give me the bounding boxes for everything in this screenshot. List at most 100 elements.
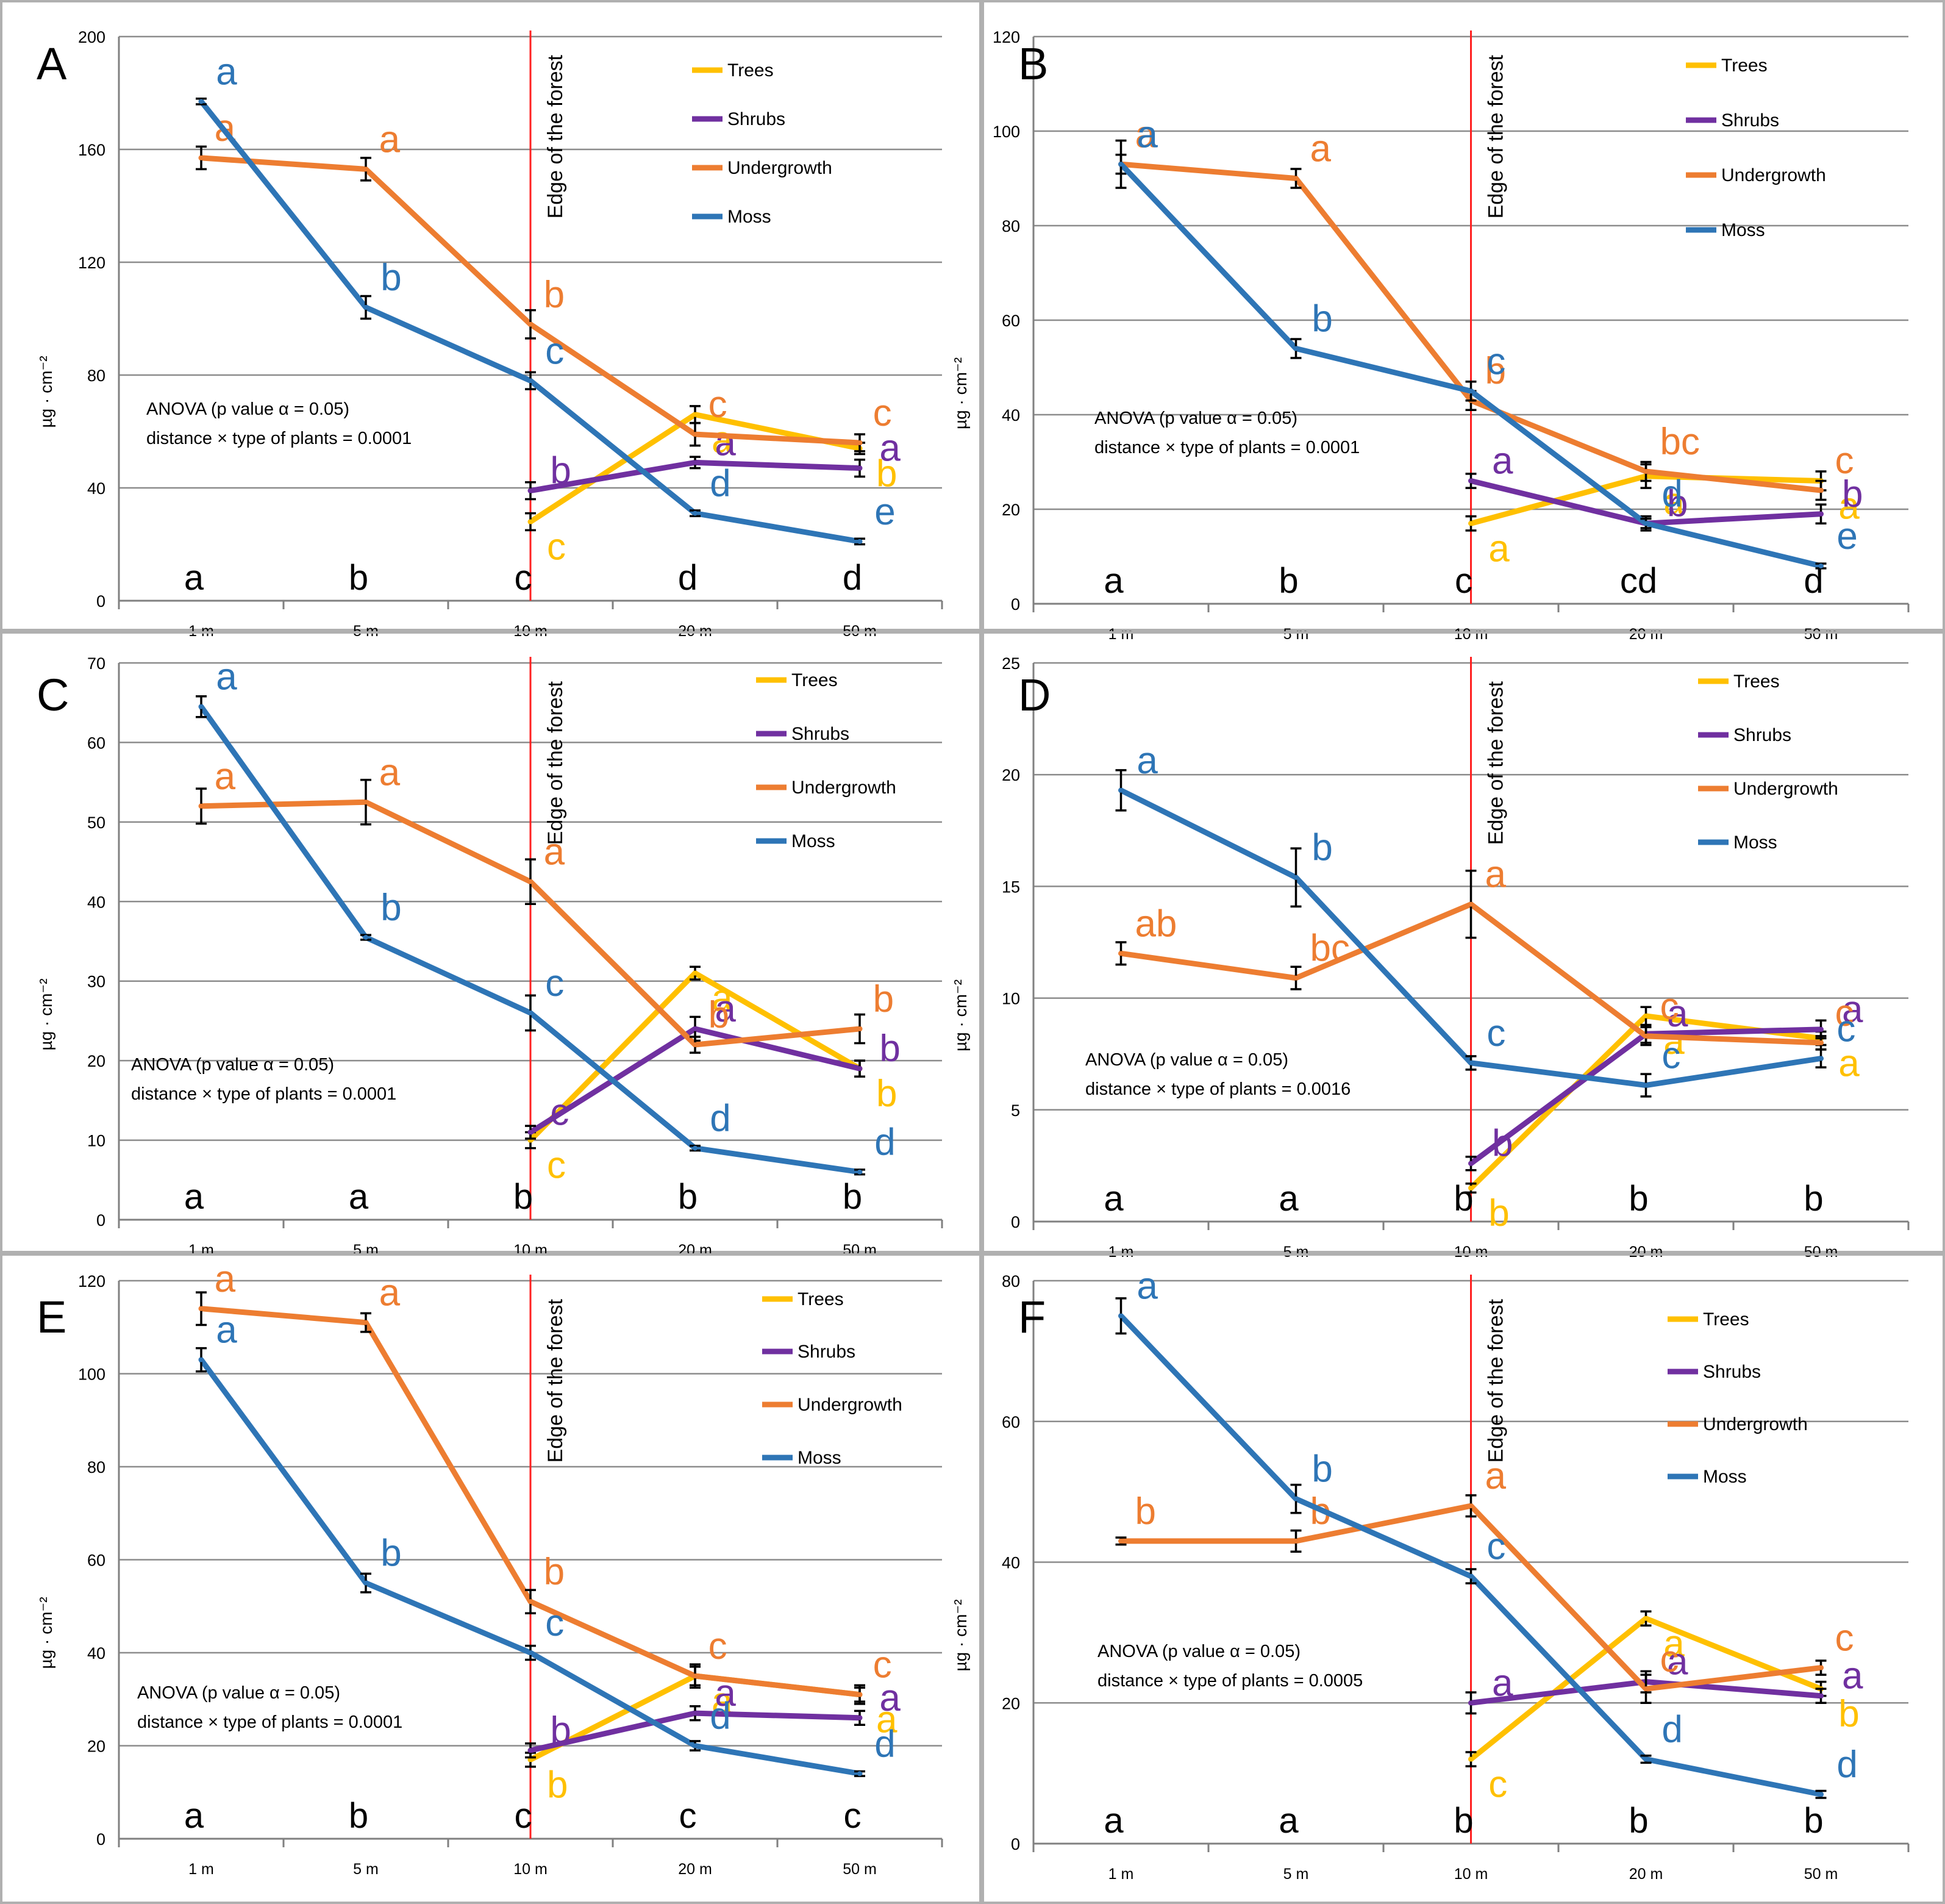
data-point-shrubs [1468,478,1474,484]
distance-letter: b [349,558,368,598]
data-point-trees [1643,1616,1649,1621]
significance-letter-trees: b [876,453,897,495]
significance-letter-trees: a [1663,481,1685,523]
significance-letter-moss: d [874,1122,895,1164]
data-point-undergrowth [693,1673,698,1679]
y-axis-label: µg · cm⁻² [951,1599,970,1671]
distance-letter: a [1104,1179,1124,1219]
significance-letter-moss: b [380,257,401,299]
anova-result: distance × type of plants = 0.0001 [137,1713,402,1732]
legend-label-undergrowth: Undergrowth [727,158,832,178]
data-point-undergrowth [857,1692,862,1697]
y-tick-label: 100 [993,123,1020,141]
distance-letter: d [843,558,862,598]
significance-letter-undergrowth: a [1135,113,1156,156]
data-point-undergrowth [1468,1503,1474,1509]
x-tick-label: 5 m [1283,1244,1309,1261]
data-point-moss [857,539,862,544]
significance-letter-undergrowth: bc [1310,928,1349,970]
data-point-moss [528,378,533,384]
anova-text: ANOVA (p value α = 0.05) [1085,1050,1288,1070]
legend-label-moss: Moss [1703,1467,1747,1487]
significance-letter-undergrowth: a [1310,128,1331,170]
significance-letter-trees: a [1838,485,1860,528]
legend-label-moss: Moss [791,831,835,851]
x-tick-label: 1 m [188,1242,214,1259]
forest-edge-label: Edge of the forest [1485,54,1508,218]
panel-frame [982,631,1945,1253]
significance-letter-shrubs: a [715,421,736,463]
significance-letter-moss: a [216,656,237,698]
significance-letter-moss: b [1312,827,1332,869]
panel-letter: A [37,38,67,89]
x-tick-label: 50 m [843,1861,877,1878]
distance-letter: c [844,1796,862,1836]
significance-letter-moss: c [1486,340,1505,382]
data-point-undergrowth [528,1599,533,1605]
data-point-moss [528,1010,533,1015]
significance-letter-undergrowth: c [1835,992,1854,1034]
significance-letter-trees: b [876,1073,897,1115]
x-tick-label: 5 m [353,1861,379,1878]
significance-letter-moss: c [1836,1008,1855,1050]
significance-letter-shrubs: a [1667,993,1688,1035]
data-point-moss [1118,787,1124,793]
distance-letter: a [1104,1801,1124,1841]
significance-letter-trees: b [1488,1192,1509,1234]
significance-letter-undergrowth: a [379,1272,401,1314]
legend-label-shrubs: Shrubs [1703,1362,1761,1382]
x-tick-label: 1 m [1108,1866,1134,1883]
data-point-undergrowth [1643,469,1649,474]
data-point-undergrowth [1643,1686,1649,1692]
y-tick-label: 200 [78,28,105,46]
y-axis-label: µg · cm⁻² [37,356,55,428]
data-point-undergrowth [528,879,533,884]
data-point-moss [1293,1496,1299,1501]
significance-letter-moss: c [545,962,564,1004]
significance-letter-trees: a [712,419,733,461]
data-point-undergrowth [363,166,368,172]
legend-label-undergrowth: Undergrowth [1733,779,1838,799]
x-tick-label: 10 m [1454,1866,1488,1883]
significance-letter-trees: a [1488,528,1510,570]
anova-result: distance × type of plants = 0.0005 [1097,1671,1363,1691]
y-tick-label: 60 [1002,1413,1020,1431]
data-point-moss [1293,875,1299,880]
legend-label-trees: Trees [727,60,774,81]
data-point-shrubs [1818,511,1824,517]
significance-letter-moss: b [380,1533,401,1575]
significance-letter-undergrowth: c [873,1644,892,1686]
legend-label-trees: Trees [1733,671,1780,692]
data-point-moss [693,1145,698,1151]
significance-letter-undergrowth: c [1660,1638,1679,1680]
significance-letter-moss: a [1137,113,1158,156]
distance-letter: c [679,1796,697,1836]
y-tick-label: 0 [96,592,105,610]
data-point-shrubs [528,1129,533,1135]
distance-letter: cd [1620,561,1657,601]
x-tick-label: 50 m [1804,1866,1838,1883]
significance-letter-trees: a [1663,1020,1685,1062]
anova-text: ANOVA (p value α = 0.05) [137,1683,340,1703]
y-tick-label: 0 [96,1830,105,1849]
data-point-undergrowth [693,1042,698,1048]
significance-letter-moss: c [545,330,564,372]
significance-letter-shrubs: b [1667,482,1688,524]
y-tick-label: 10 [1002,990,1020,1008]
data-point-undergrowth [1818,1665,1824,1670]
chart-panel-C: 0 10 20 30 40 50 60 70 1 m 5 m 10 m 20 m 50 m µg · cm… [0,631,982,1259]
data-point-moss [199,99,204,104]
data-point-shrubs [1818,1693,1824,1698]
significance-letter-undergrowth: a [1485,854,1506,896]
significance-letter-trees: a [1838,1043,1860,1085]
y-axis-label: µg · cm⁻² [951,979,970,1051]
significance-letter-undergrowth: c [708,1625,727,1667]
data-point-shrubs [857,465,862,471]
legend-label-moss: Moss [798,1448,841,1468]
x-tick-label: 10 m [1454,1244,1488,1261]
significance-letter-shrubs: b [879,1028,900,1070]
significance-letter-undergrowth: c [1660,986,1679,1028]
chart-panel-D: 0 5 10 15 20 25 1 m 5 m 10 m 20 m 50 m µg · cm⁻² D Ed… [951,631,1945,1261]
distance-letter: a [1104,561,1124,601]
y-tick-label: 60 [87,734,105,752]
